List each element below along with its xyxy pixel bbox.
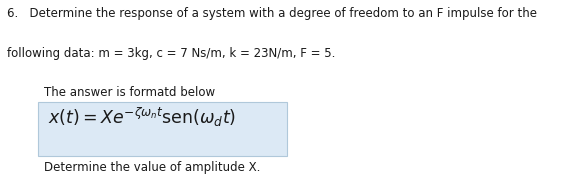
FancyBboxPatch shape [38, 102, 287, 156]
Text: Determine the value of amplitude X.: Determine the value of amplitude X. [44, 161, 260, 174]
Text: The answer is formatd below: The answer is formatd below [44, 86, 215, 99]
Text: 6.   Determine the response of a system with a degree of freedom to an F impulse: 6. Determine the response of a system wi… [7, 7, 537, 20]
Text: $x(t) = Xe^{-\zeta\omega_n t}\mathrm{sen}(\omega_d t)$: $x(t) = Xe^{-\zeta\omega_n t}\mathrm{sen… [48, 105, 236, 129]
Text: following data: m = 3kg, c = 7 Ns/m, k = 23N/m, F = 5.: following data: m = 3kg, c = 7 Ns/m, k =… [7, 47, 335, 60]
